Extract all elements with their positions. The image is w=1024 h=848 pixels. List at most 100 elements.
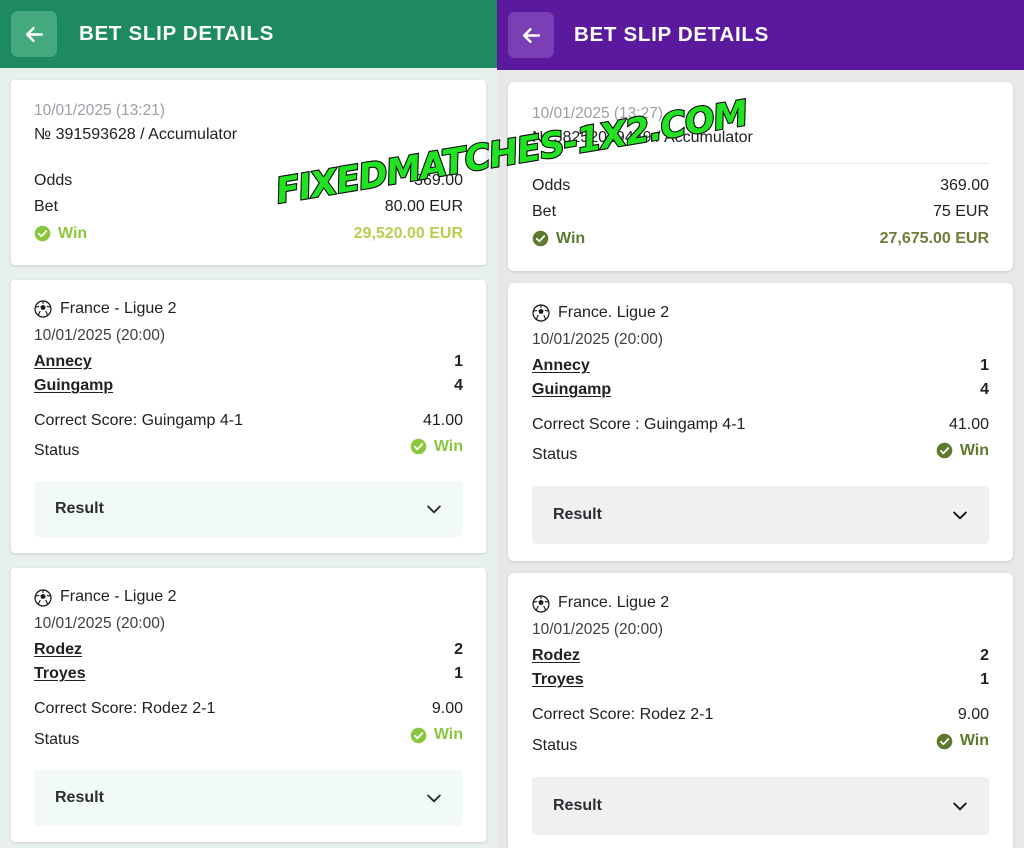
bet-status-row: Status Win	[34, 722, 463, 752]
odds-row-right: Odds 369.00	[532, 173, 989, 198]
status-badge-left: Win	[34, 221, 87, 246]
home-team-name: Rodez	[34, 641, 82, 659]
chevron-down-icon[interactable]	[950, 505, 970, 525]
chevron-down-icon[interactable]	[424, 499, 444, 519]
result-accordion[interactable]: Result	[34, 481, 463, 538]
bet-status-badge: Win	[410, 722, 463, 748]
bet-status-badge: Win	[936, 438, 989, 464]
win-amount-right: 27,675.00 EUR	[879, 230, 989, 247]
win-row-right: Win 27,675.00 EUR	[532, 226, 989, 251]
summary-divider-right	[532, 163, 989, 165]
home-team-score: 2	[980, 647, 989, 665]
result-label: Result	[55, 500, 104, 518]
bet-selection-row: Correct Score: Rodez 2-1 9.00	[532, 702, 989, 728]
match-card: France. Ligue 2 10/01/2025 (20:00) Annec…	[508, 283, 1013, 562]
away-team-name: Troyes	[34, 665, 86, 683]
back-button-left[interactable]	[11, 11, 57, 57]
home-team-row: Rodez 2	[532, 644, 989, 668]
football-icon	[34, 300, 52, 319]
status-label-right: Win	[556, 230, 586, 247]
check-circle-icon	[936, 442, 953, 459]
bet-selection-row: Correct Score : Guingamp 4-1 41.00	[532, 412, 989, 438]
page-title-left: BET SLIP DETAILS	[79, 22, 274, 45]
slip-date-right: 10/01/2025 (13:27)	[532, 105, 663, 122]
slip-id-right: № 58252029449 / Accumulator	[532, 129, 753, 147]
chevron-down-icon[interactable]	[950, 796, 970, 816]
home-team-score: 2	[454, 641, 463, 659]
bet-status-value: Win	[433, 438, 463, 456]
bet-block: Correct Score : Guingamp 4-1 41.00 Statu…	[532, 412, 989, 468]
home-team-name: Annecy	[34, 353, 92, 371]
back-button-right[interactable]	[508, 12, 554, 58]
home-team-score: 1	[980, 357, 989, 375]
league-name: France. Ligue 2	[558, 594, 670, 612]
away-team-score: 4	[454, 377, 463, 395]
away-team-row: Troyes 1	[532, 668, 989, 692]
odds-label-right: Odds	[532, 177, 571, 195]
league-name: France - Ligue 2	[60, 300, 177, 318]
bet-selection-odds: 9.00	[957, 706, 989, 724]
league-row: France - Ligue 2	[34, 586, 463, 608]
slip-id-left: № 391593628 / Accumulator	[34, 126, 238, 144]
status-badge-right: Win	[532, 226, 585, 251]
status-label-left: Win	[58, 225, 88, 242]
home-team-name: Annecy	[532, 357, 590, 375]
bet-status-badge: Win	[410, 434, 463, 460]
result-label: Result	[553, 506, 602, 524]
result-accordion[interactable]: Result	[34, 769, 463, 826]
check-circle-icon	[34, 225, 51, 242]
app-bar-right: BET SLIP DETAILS	[497, 0, 1024, 70]
check-circle-icon	[532, 230, 549, 247]
bet-status-label: Status	[532, 736, 578, 754]
summary-spacer-left	[34, 147, 463, 168]
result-accordion[interactable]: Result	[532, 486, 989, 545]
chevron-down-icon[interactable]	[424, 788, 444, 808]
home-team-row: Rodez 2	[34, 638, 463, 662]
bet-status-label: Status	[34, 730, 80, 748]
match-date: 10/01/2025 (20:00)	[532, 330, 663, 348]
away-team-score: 1	[980, 671, 989, 689]
bet-selection-row: Correct Score: Rodez 2-1 9.00	[34, 696, 463, 722]
arrow-left-icon	[519, 23, 544, 48]
bet-selection-label: Correct Score : Guingamp 4-1	[532, 416, 746, 434]
league-name: France - Ligue 2	[60, 588, 177, 606]
odds-label-left: Odds	[34, 172, 73, 190]
cards-wrap-right: 10/01/2025 (13:27) № 58252029449 / Accum…	[497, 70, 1024, 848]
home-team-row: Annecy 1	[532, 354, 989, 378]
home-team-name: Rodez	[532, 647, 580, 665]
away-team-score: 4	[980, 381, 989, 399]
away-team-row: Guingamp 4	[532, 378, 989, 402]
league-row: France. Ligue 2	[532, 592, 989, 614]
bet-value-right: 75 EUR	[932, 202, 989, 220]
check-circle-icon	[936, 733, 953, 750]
app-bar-left: BET SLIP DETAILS	[0, 0, 497, 68]
bet-block: Correct Score: Rodez 2-1 9.00 Status Win	[532, 702, 989, 758]
bet-status-value: Win	[959, 442, 989, 460]
teams-block: Annecy 1 Guingamp 4	[34, 350, 463, 398]
bet-slip-panel-left: BET SLIP DETAILS 10/01/2025 (13:21) № 39…	[0, 0, 497, 848]
win-amount-left: 29,520.00 EUR	[353, 225, 463, 242]
arrow-left-icon	[22, 22, 47, 47]
page-title-right: BET SLIP DETAILS	[574, 23, 769, 46]
bet-selection-row: Correct Score: Guingamp 4-1 41.00	[34, 408, 463, 434]
check-circle-icon	[410, 438, 427, 455]
football-icon	[532, 304, 550, 323]
away-team-row: Troyes 1	[34, 662, 463, 686]
bet-selection-label: Correct Score: Rodez 2-1	[532, 706, 714, 724]
bet-block: Correct Score: Guingamp 4-1 41.00 Status…	[34, 408, 463, 464]
football-icon	[532, 594, 550, 613]
bet-value-left: 80.00 EUR	[384, 197, 463, 215]
match-card: France - Ligue 2 10/01/2025 (20:00) Anne…	[11, 280, 486, 554]
match-date: 10/01/2025 (20:00)	[34, 614, 165, 632]
slip-date-left: 10/01/2025 (13:21)	[34, 102, 165, 119]
teams-block: Annecy 1 Guingamp 4	[532, 354, 989, 402]
home-team-score: 1	[454, 353, 463, 371]
league-row: France - Ligue 2	[34, 298, 463, 320]
result-accordion[interactable]: Result	[532, 776, 989, 835]
league-name: France. Ligue 2	[558, 304, 670, 322]
bet-status-row: Status Win	[34, 434, 463, 464]
away-team-score: 1	[454, 665, 463, 683]
bet-status-label: Status	[532, 446, 578, 464]
bet-slip-summary-card-left: 10/01/2025 (13:21) № 391593628 / Accumul…	[11, 80, 486, 266]
